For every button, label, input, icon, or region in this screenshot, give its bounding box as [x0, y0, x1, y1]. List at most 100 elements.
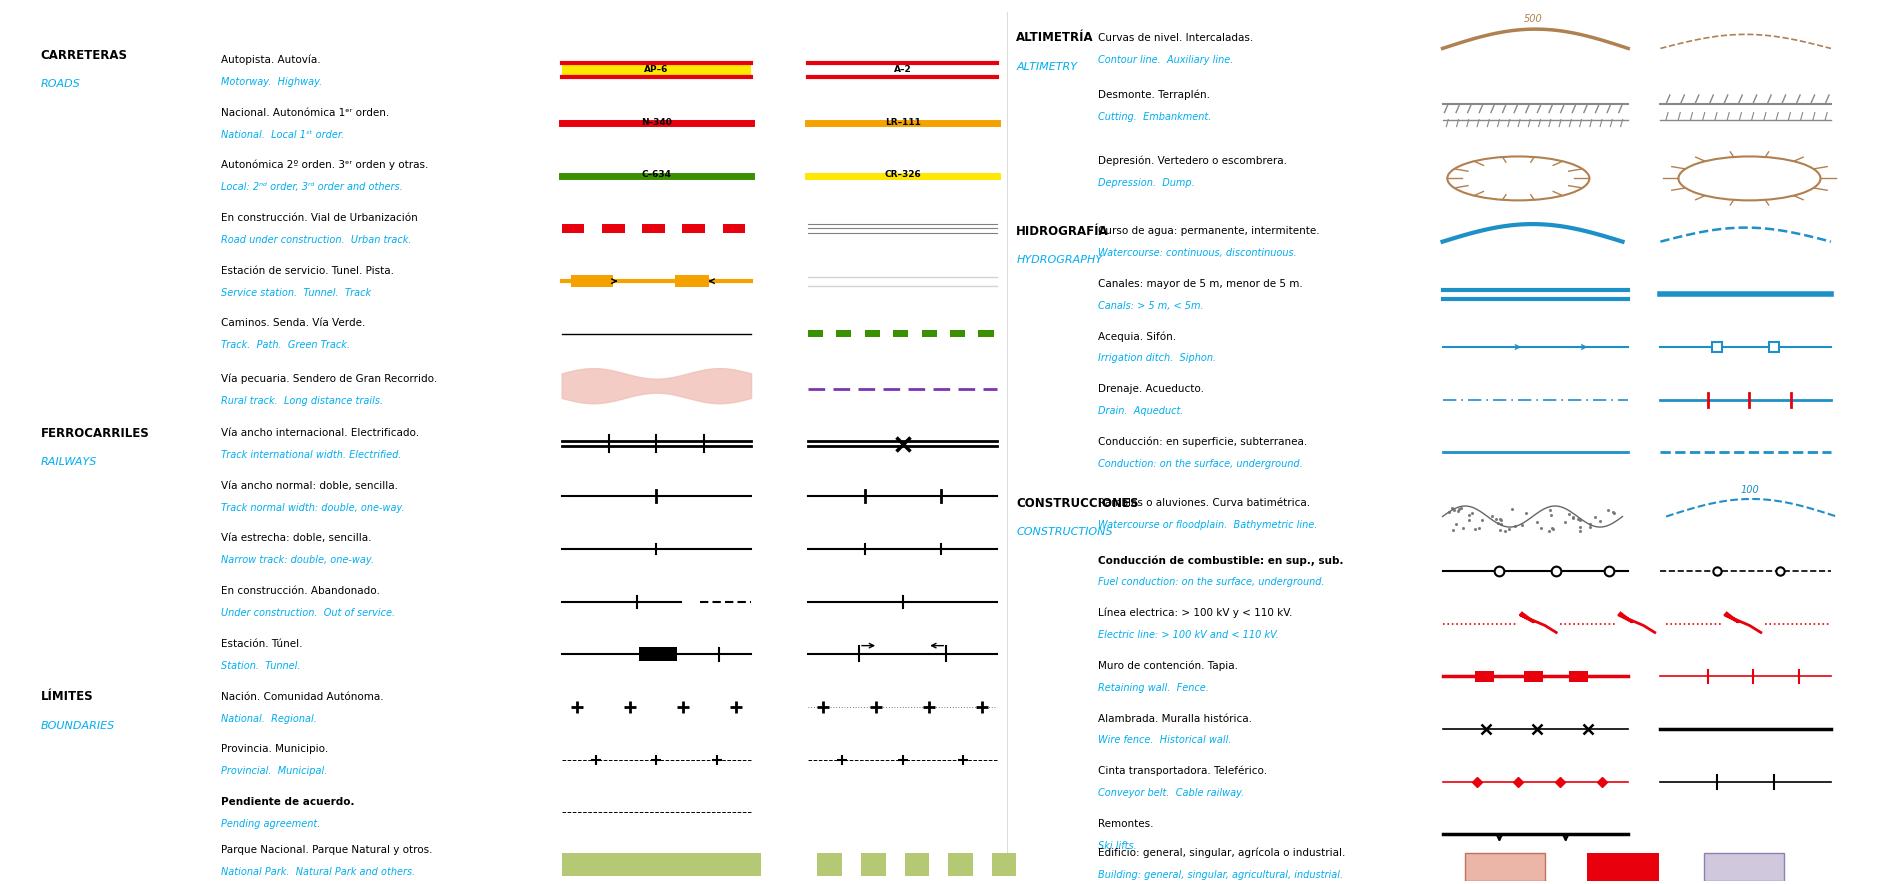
Bar — [1586, 853, 1659, 881]
Text: Ramblas o aluviones. Curva batimétrica.: Ramblas o aluviones. Curva batimétrica. — [1098, 499, 1309, 508]
Text: Estación. Túnel.: Estación. Túnel. — [220, 639, 302, 649]
Text: Pending agreement.: Pending agreement. — [220, 819, 319, 829]
Text: Caminos. Senda. Vía Verde.: Caminos. Senda. Vía Verde. — [220, 318, 365, 328]
Bar — [861, 853, 885, 876]
Text: CR–326: CR–326 — [884, 171, 921, 179]
Text: En construcción. Vial de Urbanización: En construcción. Vial de Urbanización — [220, 213, 418, 223]
Bar — [674, 275, 709, 287]
Text: National.  Regional.: National. Regional. — [220, 713, 317, 723]
Bar — [808, 331, 823, 338]
Text: Autonómica 2º orden. 3ᵉʳ orden y otras.: Autonómica 2º orden. 3ᵉʳ orden y otras. — [220, 160, 428, 171]
Text: Vía pecuaria. Sendero de Gran Recorrido.: Vía pecuaria. Sendero de Gran Recorrido. — [220, 373, 437, 384]
Bar — [1474, 671, 1493, 682]
Bar — [808, 114, 998, 132]
Bar — [992, 853, 1017, 876]
Text: Rural track.  Long distance trails.: Rural track. Long distance trails. — [220, 396, 382, 406]
Bar — [978, 331, 994, 338]
Text: Track normal width: double, one-way.: Track normal width: double, one-way. — [220, 503, 405, 513]
Text: Watercourse: continuous, discontinuous.: Watercourse: continuous, discontinuous. — [1098, 248, 1296, 258]
Bar — [904, 853, 929, 876]
Text: Canales: mayor de 5 m, menor de 5 m.: Canales: mayor de 5 m, menor de 5 m. — [1098, 278, 1303, 289]
Text: ALTIMETRÍA: ALTIMETRÍA — [1017, 32, 1094, 44]
Text: A–2: A–2 — [893, 65, 912, 74]
Text: Provincia. Municipio.: Provincia. Municipio. — [220, 744, 329, 754]
Bar — [1569, 671, 1588, 682]
Text: LR–111: LR–111 — [885, 118, 922, 126]
Text: HYDROGRAPHY: HYDROGRAPHY — [1017, 255, 1102, 265]
Text: Drain.  Aqueduct.: Drain. Aqueduct. — [1098, 406, 1184, 416]
Text: Wire fence.  Historical wall.: Wire fence. Historical wall. — [1098, 735, 1231, 745]
Text: Conveyor belt.  Cable railway.: Conveyor belt. Cable railway. — [1098, 789, 1244, 798]
Text: C–634: C–634 — [642, 171, 671, 179]
Text: Motorway.  Highway.: Motorway. Highway. — [220, 77, 321, 87]
Text: Service station.  Tunnel.  Track: Service station. Tunnel. Track — [220, 287, 370, 298]
Text: Estación de servicio. Tunel. Pista.: Estación de servicio. Tunel. Pista. — [220, 265, 393, 276]
Text: HIDROGRAFÍA: HIDROGRAFÍA — [1017, 225, 1110, 238]
Text: Vía estrecha: doble, sencilla.: Vía estrecha: doble, sencilla. — [220, 533, 370, 544]
Text: Track international width. Electrified.: Track international width. Electrified. — [220, 450, 401, 460]
Bar — [950, 331, 965, 338]
Text: Pendiente de acuerdo.: Pendiente de acuerdo. — [220, 797, 353, 807]
Text: Cutting.  Embankment.: Cutting. Embankment. — [1098, 112, 1210, 122]
Text: 100: 100 — [1740, 485, 1759, 495]
Text: Local: 2ⁿᵈ order, 3ʳᵈ order and others.: Local: 2ⁿᵈ order, 3ʳᵈ order and others. — [220, 182, 403, 192]
Bar — [893, 331, 908, 338]
Text: FERROCARRILES: FERROCARRILES — [40, 427, 150, 439]
Bar — [572, 275, 614, 287]
Text: National.  Local 1ˢᵗ order.: National. Local 1ˢᵗ order. — [220, 130, 344, 140]
Text: Ski lifts.: Ski lifts. — [1098, 841, 1136, 851]
Text: CONSTRUCTIONS: CONSTRUCTIONS — [1017, 528, 1113, 537]
Bar — [1524, 671, 1543, 682]
Text: Muro de contención. Tapia.: Muro de contención. Tapia. — [1098, 660, 1237, 671]
Text: Fuel conduction: on the surface, underground.: Fuel conduction: on the surface, undergr… — [1098, 577, 1324, 587]
Text: En construcción. Abandonado.: En construcción. Abandonado. — [220, 586, 380, 596]
Bar — [817, 853, 842, 876]
Text: Track.  Path.  Green Track.: Track. Path. Green Track. — [220, 340, 350, 350]
Text: BOUNDARIES: BOUNDARIES — [40, 720, 114, 730]
Text: Provincial.  Municipal.: Provincial. Municipal. — [220, 766, 327, 776]
Bar — [922, 331, 937, 338]
Text: Station.  Tunnel.: Station. Tunnel. — [220, 661, 300, 671]
Text: National Park.  Natural Park and others.: National Park. Natural Park and others. — [220, 867, 414, 877]
Text: Watercourse or floodplain.  Bathymetric line.: Watercourse or floodplain. Bathymetric l… — [1098, 521, 1317, 530]
Bar — [808, 62, 998, 80]
Text: CARRETERAS: CARRETERAS — [40, 49, 127, 62]
Text: Nación. Comunidad Autónoma.: Nación. Comunidad Autónoma. — [220, 691, 384, 702]
Bar — [562, 62, 750, 80]
Text: Vía ancho normal: doble, sencilla.: Vía ancho normal: doble, sencilla. — [220, 481, 397, 491]
Text: Depression.  Dump.: Depression. Dump. — [1098, 178, 1195, 187]
Bar — [562, 167, 750, 185]
Text: N–340: N–340 — [640, 118, 673, 126]
Text: Conducción de combustible: en sup., sub.: Conducción de combustible: en sup., sub. — [1098, 555, 1343, 566]
Text: Narrow track: double, one-way.: Narrow track: double, one-way. — [220, 555, 374, 566]
Text: LÍMITES: LÍMITES — [40, 690, 93, 703]
Bar — [562, 224, 585, 232]
Text: Irrigation ditch.  Siphon.: Irrigation ditch. Siphon. — [1098, 354, 1216, 363]
Text: Acequia. Sifón.: Acequia. Sifón. — [1098, 332, 1176, 342]
Bar — [1704, 853, 1784, 881]
Bar — [602, 224, 625, 232]
Text: Desmonte. Terraplén.: Desmonte. Terraplén. — [1098, 90, 1210, 100]
Text: 500: 500 — [1524, 14, 1543, 25]
Bar — [722, 224, 745, 232]
Bar — [638, 647, 676, 661]
Text: Road under construction.  Urban track.: Road under construction. Urban track. — [220, 235, 410, 245]
Text: Edificio: general, singular, agrícola o industrial.: Edificio: general, singular, agrícola o … — [1098, 848, 1345, 858]
Text: Curso de agua: permanente, intermitente.: Curso de agua: permanente, intermitente. — [1098, 226, 1319, 236]
Text: AP–6: AP–6 — [644, 65, 669, 74]
Text: Alambrada. Muralla histórica.: Alambrada. Muralla histórica. — [1098, 713, 1252, 723]
Text: Canals: > 5 m, < 5m.: Canals: > 5 m, < 5m. — [1098, 301, 1203, 311]
Bar — [682, 224, 705, 232]
Text: Cinta transportadora. Teleférico.: Cinta transportadora. Teleférico. — [1098, 766, 1267, 776]
Bar — [836, 331, 851, 338]
Text: Conduction: on the surface, underground.: Conduction: on the surface, underground. — [1098, 459, 1303, 469]
Text: Electric line: > 100 kV and < 110 kV.: Electric line: > 100 kV and < 110 kV. — [1098, 630, 1279, 640]
Text: ALTIMETRY: ALTIMETRY — [1017, 62, 1077, 72]
Text: Contour line.  Auxiliary line.: Contour line. Auxiliary line. — [1098, 55, 1233, 65]
Text: Curvas de nivel. Intercaladas.: Curvas de nivel. Intercaladas. — [1098, 33, 1252, 43]
Bar — [864, 331, 880, 338]
Text: Retaining wall.  Fence.: Retaining wall. Fence. — [1098, 682, 1208, 693]
Bar — [808, 167, 998, 185]
Text: Vía ancho internacional. Electrificado.: Vía ancho internacional. Electrificado. — [220, 428, 418, 438]
Text: Autopista. Autovía.: Autopista. Autovía. — [220, 55, 321, 65]
